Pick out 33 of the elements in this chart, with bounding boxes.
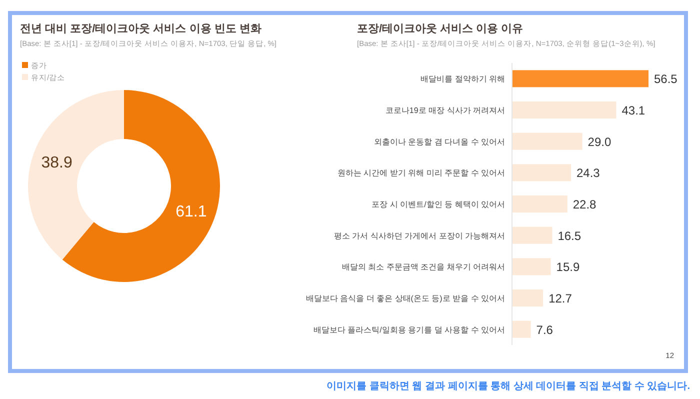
donut-slice <box>28 90 124 260</box>
bar <box>512 196 568 212</box>
y-tick-label: 코로나19로 매장 식사가 꺼려져서 <box>385 106 505 115</box>
data-label: 38.9 <box>41 154 72 172</box>
bar <box>512 290 544 306</box>
bar <box>512 226 552 244</box>
y-tick-label: 평소 가서 식사하던 가게에서 포장이 가능해져서 <box>334 231 505 240</box>
bar <box>512 102 616 118</box>
data-label: 22.8 <box>572 198 597 212</box>
bar <box>512 320 531 338</box>
data-label: 24.3 <box>576 166 600 180</box>
y-tick-label: 외출이나 운동할 겸 다녀올 수 있어서 <box>374 137 505 146</box>
chart-title: 포장/테이크아웃 서비스 이용 이유 <box>357 23 524 35</box>
chart-title: 전년 대비 포장/테이크아웃 서비스 이용 빈도 변화 <box>20 23 262 35</box>
y-tick-label: 배달비를 절약하기 위해 <box>420 74 505 84</box>
y-tick-label: 포장 시 이벤트/할인 등 혜택이 있어서 <box>372 200 505 209</box>
data-label: 12.7 <box>548 292 572 306</box>
data-label: 56.5 <box>654 72 678 86</box>
data-label: 15.9 <box>556 260 580 274</box>
bar <box>512 164 571 182</box>
y-tick-label: 배달보다 음식을 더 좋은 상태(온도 등)로 받을 수 있어서 <box>306 294 505 303</box>
data-label: 7.6 <box>536 322 554 337</box>
bar <box>512 132 582 150</box>
y-tick-label: 배달의 최소 주문금액 조건을 채우기 어려워서 <box>342 262 505 272</box>
data-label: 61.1 <box>176 203 207 220</box>
data-label: 29.0 <box>588 134 612 149</box>
data-label: 43.1 <box>622 104 646 118</box>
text: 이미지를 클릭하면 웹 결과 페이지를 통해 상세 데이터를 직접 분석할 수 있습니다. <box>326 381 690 392</box>
y-tick-label: 배달보다 플라스틱/일회용 용기를 덜 사용할 수 있어서 <box>313 325 505 334</box>
y-tick-label: 원하는 시간에 받기 위해 미리 주문할 수 있어서 <box>337 168 505 178</box>
data-label: 16.5 <box>558 228 582 243</box>
bar <box>512 258 551 276</box>
bar <box>512 70 648 88</box>
